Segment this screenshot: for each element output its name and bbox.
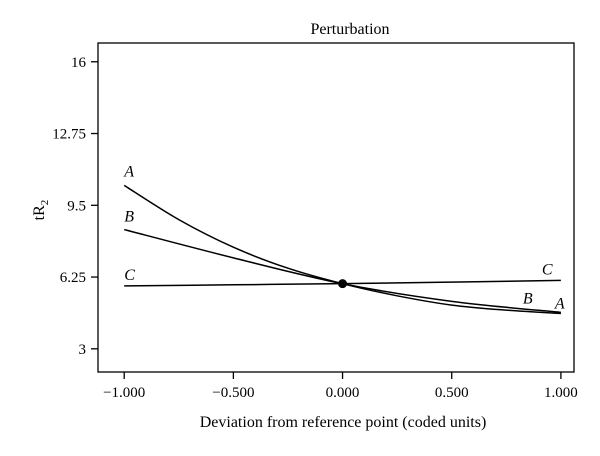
series-line-A [123, 184, 561, 315]
y-tick-label: 9.5 [67, 198, 86, 214]
series-layer [123, 184, 561, 315]
y-tick-label: 6.25 [60, 270, 86, 286]
series-line-B [124, 228, 561, 314]
reference-point-marker [338, 279, 348, 289]
y-axis-label-main: tR [31, 205, 48, 220]
curve-label-end-A: A [554, 295, 565, 312]
x-tick-label: −0.500 [212, 385, 254, 401]
chart-title: Perturbation [310, 21, 389, 38]
x-axis: −1.000 −0.500 0.000 0.500 1.000 [103, 372, 578, 401]
curve-label-start-C: C [124, 267, 135, 284]
x-tick-label: 0.500 [435, 385, 469, 401]
curve-label-end-B: B [523, 290, 533, 307]
x-tick-label: −1.000 [103, 385, 145, 401]
x-axis-label: Deviation from reference point (coded un… [200, 414, 487, 431]
y-tick-label: 12.75 [52, 127, 86, 143]
plot-frame [97, 42, 575, 373]
x-tick-label: 0.000 [326, 385, 360, 401]
y-tick-label: 16 [71, 55, 87, 71]
y-tick-label: 3 [79, 342, 87, 358]
curve-label-start-B: B [124, 209, 134, 226]
curve-label-end-C: C [542, 261, 553, 278]
y-axis-label-subscript: 2 [39, 200, 51, 206]
x-tick-label: 1.000 [544, 385, 578, 401]
y-axis: 3 6.25 9.5 12.75 16 [52, 55, 98, 358]
y-axis-label: tR2 [31, 200, 51, 221]
curve-label-start-A: A [123, 163, 134, 180]
